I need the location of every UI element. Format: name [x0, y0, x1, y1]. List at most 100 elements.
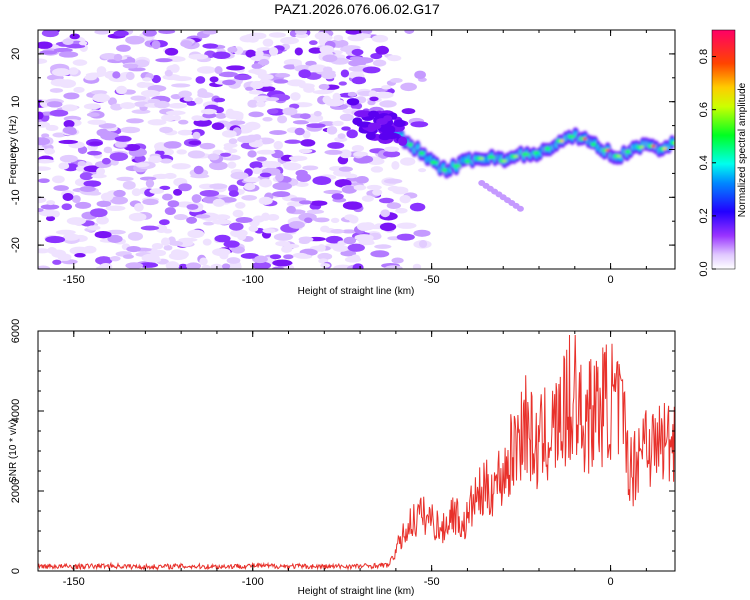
colorbar: 0.0 0.2 0.4 0.6 0.8 Normalized spectral ampl…	[698, 29, 748, 277]
heatmap-noise-cell	[330, 217, 340, 224]
heatmap-noise-cell	[346, 129, 358, 139]
heatmap-noise-cell	[357, 222, 372, 231]
heatmap-noise-cell	[275, 240, 291, 247]
heatmap-noise-cell	[173, 214, 188, 221]
heatmap-noise-cell	[390, 77, 403, 83]
heatmap-noise-cell	[59, 154, 78, 163]
colorbar-label: Normalized spectral amplitude	[737, 82, 748, 217]
heatmap-signal-peak	[479, 156, 484, 160]
heatmap-noise-cell	[83, 180, 102, 188]
heatmap-noise-cell	[372, 59, 387, 67]
heatmap-noise-cell	[151, 75, 161, 84]
heatmap-noise-cell	[229, 120, 246, 125]
heatmap-noise-cell	[160, 158, 173, 164]
heatmap-noise-cell	[344, 214, 356, 221]
heatmap-noise-cell	[221, 263, 231, 269]
heatmap-noise-cell	[167, 200, 180, 208]
heatmap-x-axis-label: Height of straight line (km)	[298, 286, 415, 297]
heatmap-noise-cell	[38, 207, 44, 213]
heatmap-noise-cell	[353, 184, 367, 191]
heatmap-noise-cell	[391, 257, 404, 264]
snr-panel: -150 -100 -50 0 0 2000 4000 6000 Height of str…	[8, 319, 676, 597]
heatmap-noise-cell	[148, 155, 162, 164]
heatmap-noise-cell	[100, 131, 119, 141]
colorbar-tick-label: 0.6	[698, 102, 710, 117]
heatmap-noise-cell	[343, 236, 357, 245]
heatmap-signal-peak	[433, 161, 439, 164]
heatmap-noise-cell	[211, 122, 225, 131]
heatmap-noise-cell	[240, 252, 259, 259]
heatmap-noise-cell	[142, 77, 152, 82]
heatmap-noise-cell	[151, 242, 164, 250]
heatmap-noise-cell	[168, 102, 188, 109]
heatmap-noise-cell	[248, 111, 264, 118]
heatmap-noise-cell	[381, 85, 392, 90]
snr-y-tick-label: 2000	[10, 479, 22, 503]
heatmap-noise-cell	[380, 209, 390, 218]
heatmap-noise-cell	[161, 114, 176, 122]
heatmap-noise-cell	[193, 165, 204, 175]
heatmap-noise-cell	[258, 58, 270, 66]
heatmap-noise-cell	[100, 192, 114, 202]
heatmap-noise-cell	[142, 198, 159, 206]
heatmap-noise-cell	[178, 119, 189, 125]
heatmap-noise-cell	[286, 79, 306, 87]
heatmap-noise-cell	[134, 203, 144, 212]
heatmap-noise-cell	[107, 97, 117, 106]
heatmap-noise-cell	[141, 253, 160, 263]
heatmap-noise-cell	[180, 40, 193, 48]
heatmap-signal-core	[441, 168, 448, 173]
heatmap-noise-cell	[308, 47, 323, 54]
heatmap-noise-cell	[351, 48, 364, 56]
heatmap-noise-cell	[322, 66, 333, 73]
heatmap-noise-cell	[384, 265, 403, 269]
heatmap-noise-cell	[168, 252, 188, 261]
heatmap-noise-cell	[218, 71, 239, 78]
heatmap-noise-cell	[292, 120, 310, 125]
heatmap-noise-cell	[268, 47, 279, 56]
heatmap-noise-cell	[178, 90, 192, 98]
colorbar-tick-label: 0.2	[698, 208, 710, 223]
heatmap-noise-cell	[374, 244, 392, 249]
heatmap-noise-cell	[272, 191, 291, 198]
heatmap-noise-cell	[176, 149, 187, 155]
heatmap-noise-cell	[281, 245, 293, 253]
heatmap-noise-cell	[106, 229, 126, 235]
heatmap-noise-cell	[87, 150, 102, 156]
heatmap-noise-cell	[254, 255, 266, 263]
heatmap-noise-cell	[354, 33, 371, 39]
heatmap-x-tick-label: -150	[63, 274, 85, 286]
heatmap-noise-cell	[320, 263, 331, 268]
heatmap-signal-peak	[605, 148, 610, 152]
heatmap-noise-cell	[207, 153, 220, 161]
heatmap-noise-cell	[280, 36, 299, 45]
heatmap-noise-cell	[63, 92, 80, 100]
heatmap-noise-cell	[212, 149, 224, 155]
heatmap-noise-cell	[51, 249, 67, 258]
heatmap-noise-cell	[400, 82, 417, 92]
heatmap-noise-cell	[153, 249, 167, 257]
heatmap-noise-cell	[387, 185, 401, 192]
heatmap-noise-cell	[332, 120, 344, 126]
heatmap-signal-peak	[662, 147, 668, 151]
heatmap-noise-cell	[183, 96, 194, 102]
heatmap-noise-cell	[110, 103, 123, 111]
heatmap-noise-cell	[62, 192, 74, 201]
heatmap-noise-cell	[109, 256, 121, 262]
heatmap-signal-peak	[525, 152, 530, 156]
heatmap-noise-cell	[202, 221, 215, 226]
heatmap-noise-cell	[122, 254, 134, 259]
heatmap-noise-cell	[50, 78, 70, 87]
heatmap-noise-cell	[266, 108, 279, 114]
heatmap-noise-cell	[61, 104, 78, 112]
heatmap-noise-cell	[119, 102, 136, 110]
heatmap-noise-cell	[246, 35, 259, 43]
heatmap-noise-cell	[142, 30, 157, 37]
heatmap-signal-peak	[639, 145, 645, 149]
heatmap-noise-cell	[230, 171, 249, 180]
heatmap-transition-cell	[376, 118, 388, 125]
heatmap-noise-cell	[38, 178, 50, 184]
heatmap-noise-cell	[229, 222, 244, 231]
heatmap-noise-cell	[341, 185, 357, 194]
heatmap-noise-cell	[400, 157, 416, 166]
